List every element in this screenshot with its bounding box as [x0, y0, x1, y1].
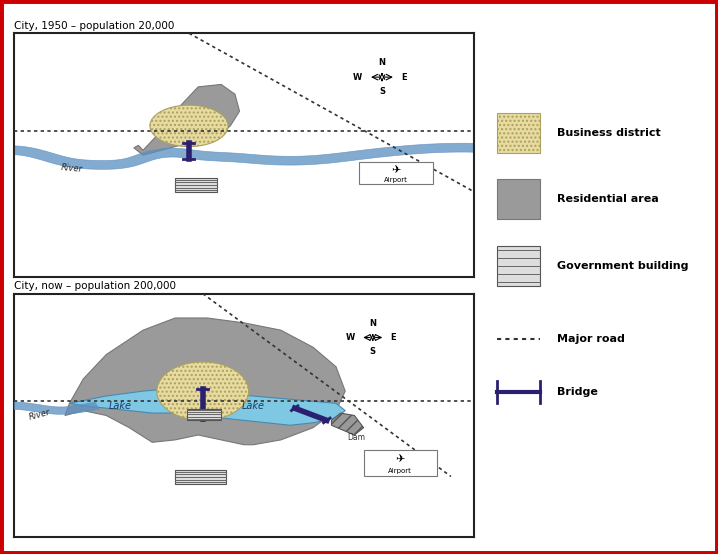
Text: Lake: Lake — [108, 402, 131, 412]
FancyBboxPatch shape — [497, 113, 540, 153]
Text: Lake: Lake — [242, 402, 265, 412]
Text: S: S — [370, 347, 376, 356]
Polygon shape — [332, 413, 363, 435]
Polygon shape — [14, 143, 474, 170]
Polygon shape — [157, 362, 248, 420]
Text: E: E — [391, 333, 396, 342]
Text: Airport: Airport — [384, 177, 408, 183]
Text: Bridge: Bridge — [557, 387, 598, 397]
Text: W: W — [353, 73, 363, 81]
Text: S: S — [379, 88, 385, 96]
Text: Major road: Major road — [557, 334, 625, 344]
Text: W: W — [346, 333, 355, 342]
Polygon shape — [150, 105, 228, 147]
Text: N: N — [378, 58, 386, 66]
Bar — [187, 409, 221, 420]
Text: Dam: Dam — [348, 433, 365, 442]
Text: ✈: ✈ — [396, 454, 405, 464]
Text: N: N — [369, 319, 376, 328]
Text: Business district: Business district — [557, 128, 661, 138]
Polygon shape — [14, 402, 99, 414]
FancyBboxPatch shape — [497, 179, 540, 219]
Bar — [363, 450, 437, 476]
Bar — [175, 178, 217, 192]
Bar — [175, 470, 225, 484]
Text: Residential area: Residential area — [557, 194, 659, 204]
Bar — [359, 162, 432, 184]
Text: City, now – population 200,000: City, now – population 200,000 — [14, 281, 177, 291]
Text: City, 1950 – population 20,000: City, 1950 – population 20,000 — [14, 21, 174, 31]
Text: Airport: Airport — [388, 468, 412, 474]
Text: Government building: Government building — [557, 261, 689, 271]
Text: E: E — [401, 73, 407, 81]
Polygon shape — [134, 84, 240, 155]
Polygon shape — [65, 318, 345, 445]
Text: River: River — [28, 408, 52, 422]
FancyBboxPatch shape — [497, 246, 540, 286]
Text: River: River — [60, 163, 83, 174]
Polygon shape — [70, 389, 345, 425]
Text: ✈: ✈ — [391, 165, 401, 175]
